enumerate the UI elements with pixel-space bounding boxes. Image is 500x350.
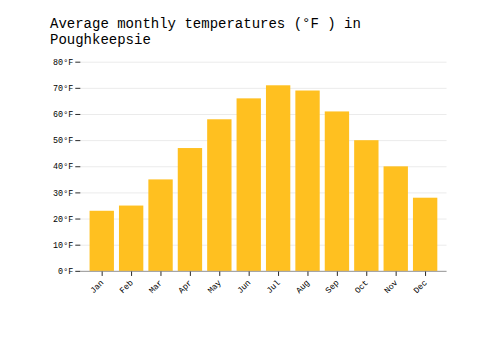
svg-text:Feb: Feb xyxy=(118,278,136,296)
svg-text:Sep: Sep xyxy=(324,278,342,296)
svg-text:Nov: Nov xyxy=(382,278,400,296)
svg-text:Apr: Apr xyxy=(177,278,195,296)
svg-text:40°F: 40°F xyxy=(53,162,73,172)
svg-text:30°F: 30°F xyxy=(53,189,73,199)
svg-text:60°F: 60°F xyxy=(53,110,73,120)
svg-text:Jun: Jun xyxy=(235,278,253,296)
svg-text:50°F: 50°F xyxy=(53,136,73,146)
svg-text:May: May xyxy=(206,278,224,296)
svg-text:80°F: 80°F xyxy=(53,58,73,68)
svg-text:Aug: Aug xyxy=(294,278,312,296)
svg-text:70°F: 70°F xyxy=(53,84,73,94)
svg-text:Dec: Dec xyxy=(412,278,430,296)
svg-text:Jul: Jul xyxy=(265,278,283,296)
html-text:Average monthly temperatures (: Average monthly temperatures (°F ) in Po… xyxy=(50,16,361,48)
svg-text:20°F: 20°F xyxy=(53,215,73,225)
svg-text:Jan: Jan xyxy=(88,278,106,296)
svg-text:Oct: Oct xyxy=(353,278,371,296)
svg-text:10°F: 10°F xyxy=(53,241,73,251)
svg-text:Mar: Mar xyxy=(147,278,165,296)
svg-text:0°F: 0°F xyxy=(58,267,73,277)
